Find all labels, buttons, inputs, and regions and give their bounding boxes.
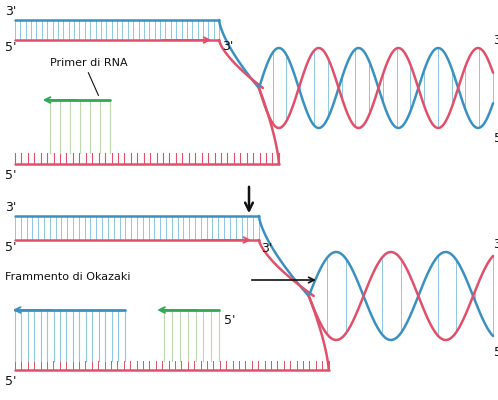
- Text: 3': 3': [494, 238, 498, 251]
- Text: Primer di RNA: Primer di RNA: [50, 58, 127, 68]
- Text: 5': 5': [224, 314, 236, 327]
- Text: 5': 5': [494, 132, 498, 145]
- Text: 5': 5': [5, 169, 16, 182]
- Text: 5': 5': [5, 41, 16, 54]
- Text: 5': 5': [494, 346, 498, 359]
- Text: 3': 3': [5, 201, 16, 214]
- Text: 3': 3': [5, 5, 16, 18]
- Text: 3': 3': [494, 34, 498, 47]
- Text: 3': 3': [222, 40, 233, 53]
- Text: 3': 3': [261, 242, 273, 255]
- Text: 5': 5': [5, 375, 16, 388]
- Text: Frammento di Okazaki: Frammento di Okazaki: [5, 272, 130, 282]
- Text: 5': 5': [5, 241, 16, 254]
